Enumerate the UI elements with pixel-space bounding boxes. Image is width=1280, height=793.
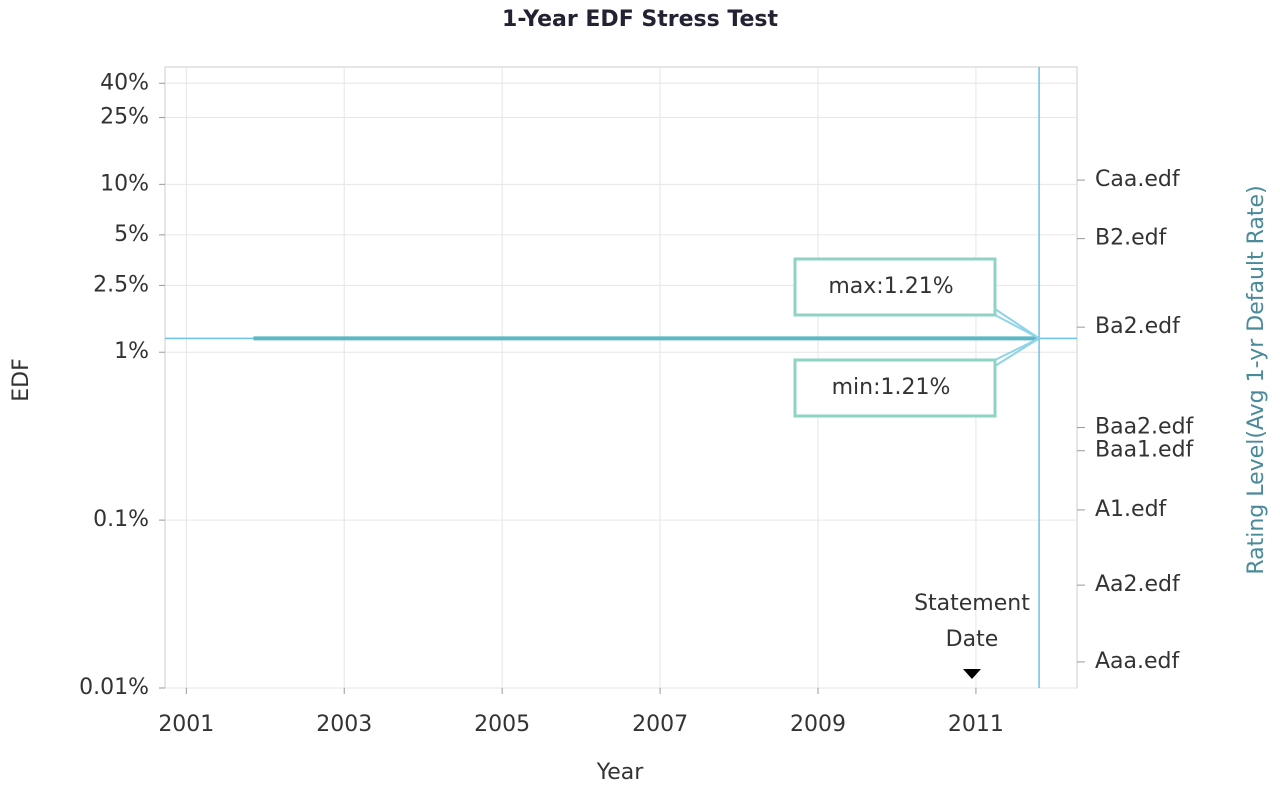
y2-tick-label: B2.edf [1095,226,1168,251]
y-tick-label: 10% [100,171,149,196]
callout-pointer [994,308,1040,340]
chart-title: 1-Year EDF Stress Test [502,7,778,32]
x-tick-label: 2011 [948,712,1004,737]
statement-date-label: Statement [914,591,1030,616]
callout-box [793,358,997,418]
y-tick-label: 40% [100,70,149,95]
callout-box [793,257,997,317]
x-axis-label: Year [596,760,645,785]
statement-date-label: Date [946,627,999,652]
y2-axis-label: Rating Level(Avg 1-yr Default Rate) [1244,185,1269,574]
x-tick-label: 2005 [474,712,530,737]
x-tick-label: 2001 [158,712,214,737]
callout-label: max:1.21% [828,274,953,299]
y-axis-label: EDF [9,358,34,402]
y2-tick-label: Aa2.edf [1095,572,1181,597]
x-tick-label: 2003 [316,712,372,737]
callout-label: min:1.21% [832,375,951,400]
y2-tick-label: A1.edf [1095,497,1168,522]
y-tick-label: 2.5% [93,272,149,297]
y2-tick-label: Aaa.edf [1095,649,1181,674]
y-tick-label: 1% [114,339,149,364]
x-tick-label: 2007 [632,712,688,737]
y-tick-label: 0.1% [93,507,149,532]
statement-date-marker [962,669,981,679]
callout-pointer [994,337,1040,367]
y-tick-label: 0.01% [79,675,149,700]
y-tick-label: 25% [100,105,149,130]
y2-tick-label: Ba2.edf [1095,314,1181,339]
y-tick-label: 5% [114,222,149,247]
y2-tick-label: Caa.edf [1095,167,1181,192]
y2-tick-label: Baa1.edf [1095,438,1195,463]
y2-tick-label: Baa2.edf [1095,415,1195,440]
x-tick-label: 2009 [790,712,846,737]
